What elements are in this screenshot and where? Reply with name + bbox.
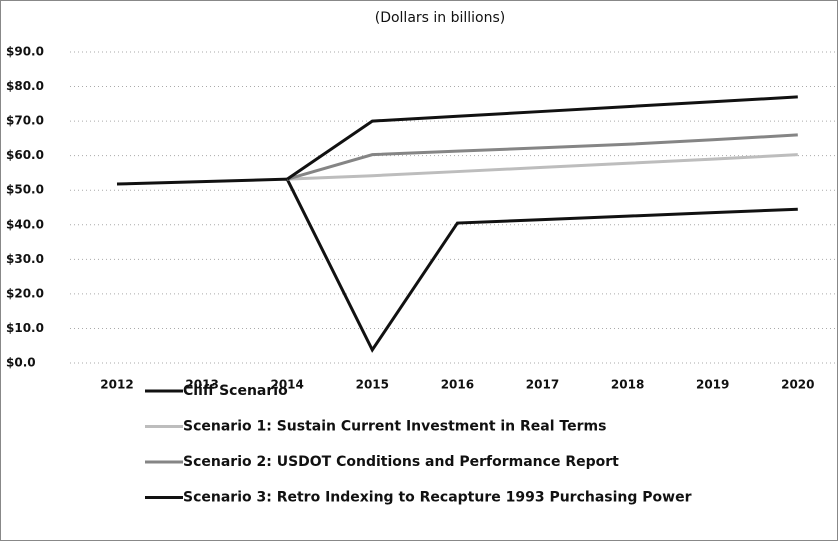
series-line	[286, 133, 798, 181]
y-tick-label: $70.0	[6, 114, 44, 128]
x-tick-label: 2015	[356, 378, 389, 392]
legend-label: Scenario 3: Retro Indexing to Recapture …	[183, 490, 692, 506]
x-tick-label: 2013	[185, 378, 218, 392]
x-tick-label: 2020	[781, 378, 814, 392]
y-tick-label: $90.0	[6, 45, 44, 59]
x-tick-label: 2017	[526, 378, 559, 392]
series-line	[116, 177, 798, 353]
x-tick-label: 2018	[611, 378, 644, 392]
y-tick-label: $50.0	[6, 183, 44, 197]
chart-title: (Dollars in billions)	[375, 10, 506, 26]
y-tick-label: $0.0	[6, 356, 36, 370]
y-tick-label: $60.0	[6, 148, 44, 162]
x-tick-label: 2012	[100, 378, 133, 392]
y-tick-label: $80.0	[6, 79, 44, 93]
y-tick-label: $20.0	[6, 286, 44, 300]
series-line	[287, 153, 798, 181]
legend-label: Scenario 1: Sustain Current Investment i…	[183, 419, 606, 435]
legend-label: Cliff Scenario	[183, 383, 288, 399]
y-tick-label: $30.0	[6, 252, 44, 266]
x-tick-label: 2019	[696, 378, 729, 392]
x-tick-label: 2016	[441, 378, 474, 392]
y-tick-label: $40.0	[6, 217, 44, 231]
y-tick-label: $10.0	[6, 321, 44, 335]
series-line	[286, 95, 798, 181]
x-tick-label: 2014	[270, 378, 303, 392]
legend-label: Scenario 2: USDOT Conditions and Perform…	[183, 454, 619, 470]
